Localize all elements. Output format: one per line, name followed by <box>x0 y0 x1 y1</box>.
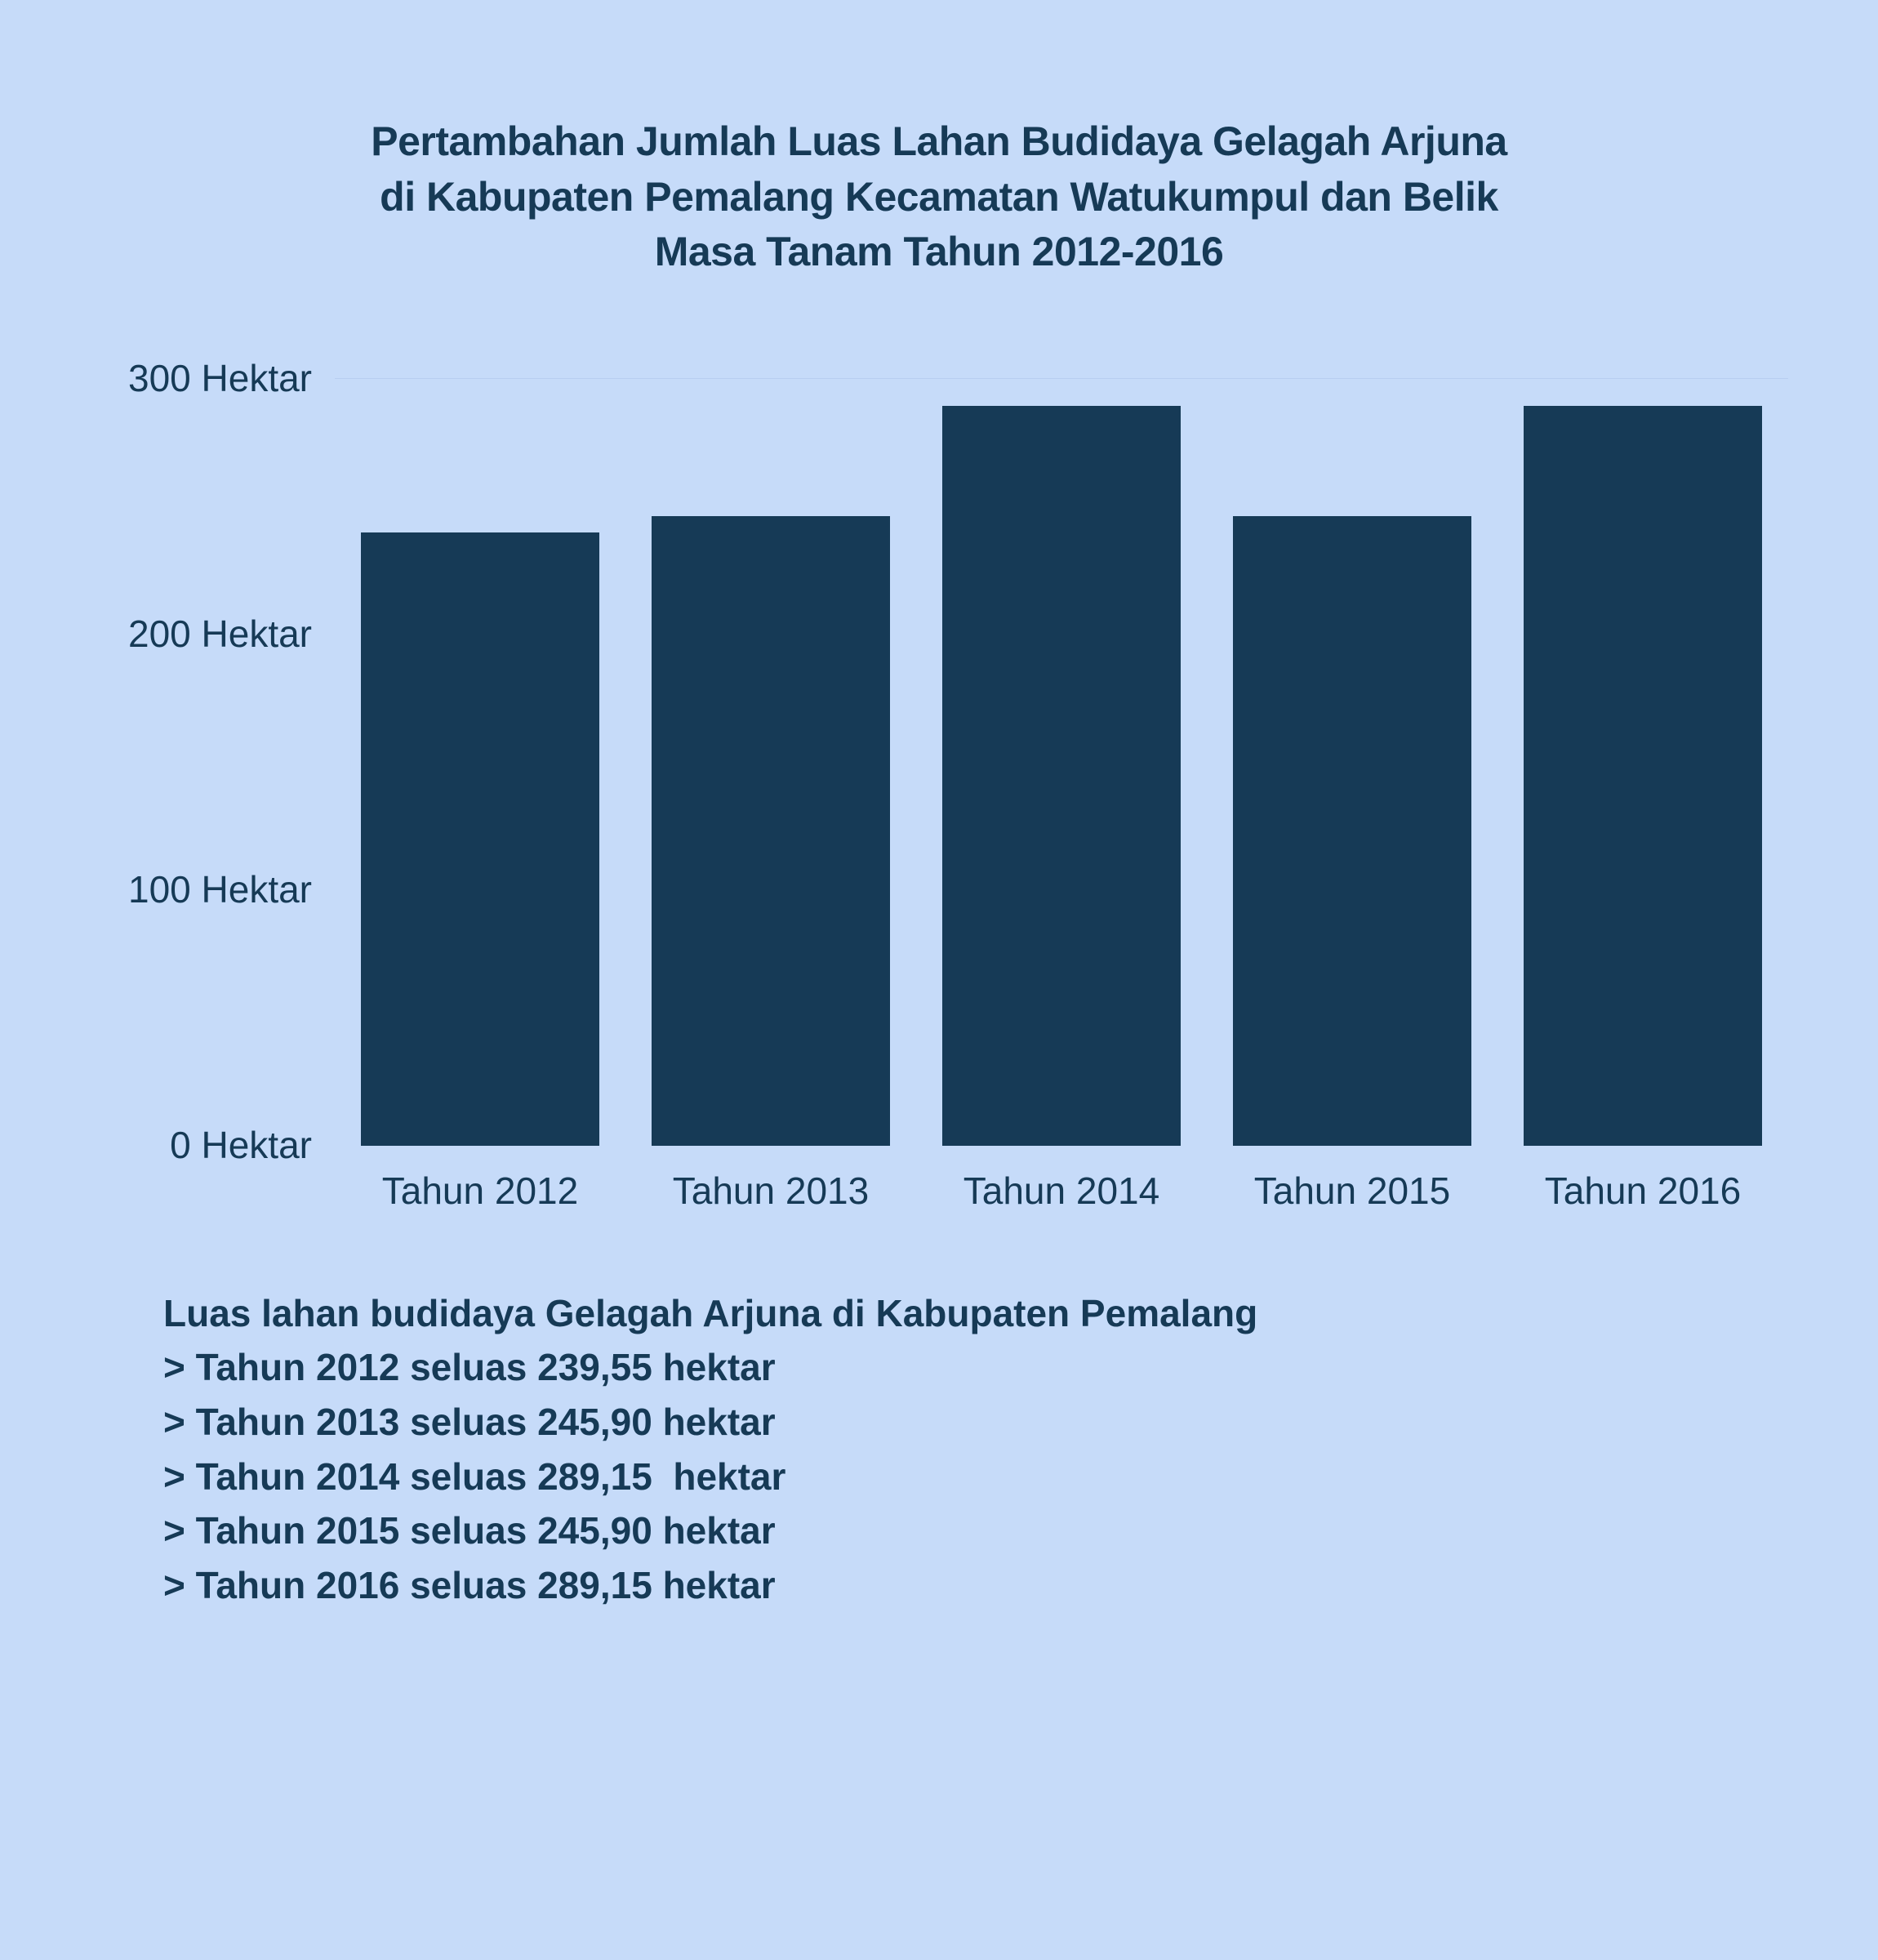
notes-line: > Tahun 2015 seluas 245,90 hektar <box>163 1503 1788 1558</box>
bar-column <box>625 378 916 1146</box>
chart-title-line-2: di Kabupaten Pemalang Kecamatan Watukump… <box>90 170 1788 225</box>
x-tick-label: Tahun 2013 <box>625 1169 916 1213</box>
notes-line: > Tahun 2016 seluas 289,15 hektar <box>163 1558 1788 1613</box>
bar-column <box>1498 378 1788 1146</box>
bars-container <box>335 378 1788 1146</box>
bar <box>942 406 1181 1146</box>
bar <box>1233 516 1471 1145</box>
x-tick-label: Tahun 2014 <box>916 1169 1207 1213</box>
chart-title: Pertambahan Jumlah Luas Lahan Budidaya G… <box>90 114 1788 280</box>
chart-title-line-1: Pertambahan Jumlah Luas Lahan Budidaya G… <box>90 114 1788 170</box>
x-tick-label: Tahun 2016 <box>1498 1169 1788 1213</box>
bar <box>652 516 890 1145</box>
plot-area <box>335 378 1788 1146</box>
notes-line: > Tahun 2012 seluas 239,55 hektar <box>163 1340 1788 1395</box>
notes-line: > Tahun 2013 seluas 245,90 hektar <box>163 1395 1788 1450</box>
bar <box>1524 406 1762 1146</box>
y-axis: 300 Hektar200 Hektar100 Hektar0 Hektar <box>90 378 335 1146</box>
bar <box>361 532 599 1146</box>
x-axis: Tahun 2012Tahun 2013Tahun 2014Tahun 2015… <box>90 1146 1788 1213</box>
x-tick-label: Tahun 2012 <box>335 1169 625 1213</box>
bar-column <box>1207 378 1498 1146</box>
notes-heading: Luas lahan budidaya Gelagah Arjuna di Ka… <box>163 1286 1788 1341</box>
bar-column <box>916 378 1207 1146</box>
chart-title-line-3: Masa Tanam Tahun 2012-2016 <box>90 225 1788 280</box>
data-notes: Luas lahan budidaya Gelagah Arjuna di Ka… <box>90 1286 1788 1613</box>
bar-column <box>335 378 625 1146</box>
bar-chart: 300 Hektar200 Hektar100 Hektar0 Hektar T… <box>90 378 1788 1213</box>
x-tick-label: Tahun 2015 <box>1207 1169 1498 1213</box>
notes-line: > Tahun 2014 seluas 289,15 hektar <box>163 1450 1788 1504</box>
